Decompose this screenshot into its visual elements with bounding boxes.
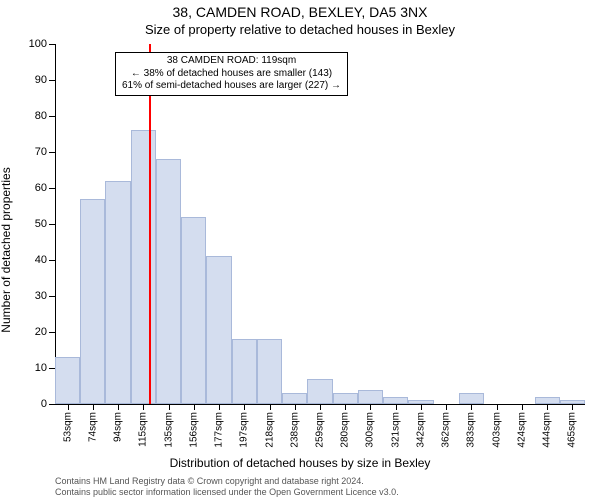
x-tick — [143, 404, 144, 410]
bar — [282, 393, 307, 404]
x-tick — [471, 404, 472, 410]
y-tick-label: 0 — [41, 398, 55, 410]
annotation-line: 38 CAMDEN ROAD: 119sqm — [122, 55, 341, 68]
bar — [459, 393, 484, 404]
y-tick-label: 60 — [35, 182, 55, 194]
x-tick-label: 259sqm — [315, 412, 326, 448]
bar — [131, 130, 156, 404]
x-tick-label: 362sqm — [441, 412, 452, 448]
y-tick-label: 10 — [35, 362, 55, 374]
x-tick — [497, 404, 498, 410]
y-tick-label: 70 — [35, 146, 55, 158]
bar — [307, 379, 332, 404]
x-tick-label: 115sqm — [138, 412, 149, 447]
x-tick-label: 156sqm — [188, 412, 199, 448]
y-tick-label: 90 — [35, 74, 55, 86]
bar — [333, 393, 358, 404]
bar — [383, 397, 408, 404]
x-tick-label: 342sqm — [415, 412, 426, 448]
bar — [80, 199, 105, 404]
x-tick-label: 444sqm — [542, 412, 553, 448]
x-tick-label: 383sqm — [466, 412, 477, 448]
x-tick-label: 321sqm — [390, 412, 401, 448]
bar — [156, 159, 181, 404]
annotation-box: 38 CAMDEN ROAD: 119sqm ← 38% of detached… — [115, 52, 348, 96]
x-tick — [320, 404, 321, 410]
x-tick — [270, 404, 271, 410]
x-tick — [370, 404, 371, 410]
y-tick-label: 30 — [35, 290, 55, 302]
x-tick-label: 135sqm — [163, 412, 174, 448]
annotation-line: ← 38% of detached houses are smaller (14… — [122, 68, 341, 81]
bar — [358, 390, 383, 404]
y-tick-label: 50 — [35, 218, 55, 230]
x-tick-label: 280sqm — [340, 412, 351, 448]
x-tick — [93, 404, 94, 410]
x-tick — [522, 404, 523, 410]
x-tick — [345, 404, 346, 410]
x-tick — [547, 404, 548, 410]
x-tick — [572, 404, 573, 410]
attribution-line: Contains public sector information licen… — [55, 487, 590, 498]
x-tick — [169, 404, 170, 410]
bar — [181, 217, 206, 404]
x-tick — [68, 404, 69, 410]
bars-layer — [55, 44, 585, 404]
bar — [55, 357, 80, 404]
x-tick-label: 238sqm — [289, 412, 300, 448]
x-tick — [244, 404, 245, 410]
x-tick-label: 74sqm — [87, 412, 98, 442]
y-tick-label: 100 — [29, 38, 55, 50]
x-tick-label: 94sqm — [113, 412, 124, 442]
x-tick-label: 403sqm — [491, 412, 502, 448]
bar — [535, 397, 560, 404]
x-tick — [396, 404, 397, 410]
bar — [206, 256, 231, 404]
bar — [105, 181, 130, 404]
x-tick — [295, 404, 296, 410]
bar — [232, 339, 257, 404]
bar — [257, 339, 282, 404]
annotation-line: 61% of semi-detached houses are larger (… — [122, 80, 341, 93]
x-tick — [421, 404, 422, 410]
x-tick-label: 424sqm — [516, 412, 527, 448]
y-axis-label: Number of detached properties — [0, 167, 13, 332]
y-tick-label: 20 — [35, 326, 55, 338]
x-tick — [446, 404, 447, 410]
x-tick-label: 197sqm — [239, 412, 250, 448]
x-tick-label: 465sqm — [567, 412, 578, 448]
y-tick-label: 80 — [35, 110, 55, 122]
y-tick-label: 40 — [35, 254, 55, 266]
x-tick-label: 53sqm — [62, 412, 73, 442]
x-tick — [219, 404, 220, 410]
x-axis-label: Distribution of detached houses by size … — [0, 456, 600, 470]
x-tick-label: 300sqm — [365, 412, 376, 448]
x-tick — [194, 404, 195, 410]
x-tick-label: 218sqm — [264, 412, 275, 448]
page-subtitle: Size of property relative to detached ho… — [0, 22, 600, 37]
attribution-text: Contains HM Land Registry data © Crown c… — [55, 476, 590, 498]
attribution-line: Contains HM Land Registry data © Crown c… — [55, 476, 590, 487]
property-marker-line — [149, 44, 151, 404]
x-tick — [118, 404, 119, 410]
histogram-plot: 0102030405060708090100 53sqm74sqm94sqm11… — [55, 44, 585, 405]
page-title: 38, CAMDEN ROAD, BEXLEY, DA5 3NX — [0, 4, 600, 20]
x-tick-label: 177sqm — [214, 412, 225, 448]
